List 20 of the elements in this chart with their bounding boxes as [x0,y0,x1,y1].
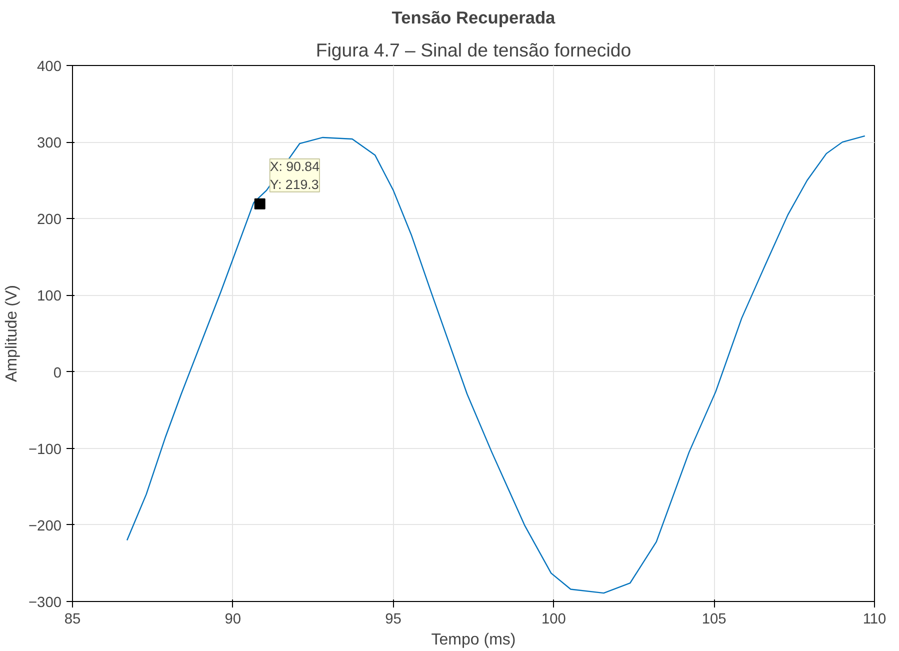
y-tick-label: −300 [28,595,62,611]
x-tick-label: 100 [541,612,566,628]
y-tick-label: 100 [37,288,62,305]
x-tick-label: 95 [385,612,402,628]
line-series [126,135,866,594]
x-tick-label: 105 [702,612,726,628]
x-axis-title: Tempo (ms) [431,632,516,648]
text: Figura 4.7 – Sinal de tensão fornecido [316,40,632,60]
x-tick-label: 110 [862,612,886,628]
y-tick-label: 300 [37,136,62,152]
y-tick-label: 200 [37,212,62,228]
y-tick-label: 0 [53,365,62,382]
chart-title: Tensão Recuperada [392,8,556,28]
y-axis-title: Amplitude (V) [3,285,20,382]
y-tick-label: −100 [28,442,62,458]
y-tick-label: −200 [28,518,62,534]
x-tick-label: 85 [64,612,81,628]
y-tick-label: 400 [37,59,62,75]
x-tick-label: 90 [224,612,242,628]
annotation: X: 90.84 Y: 219.3 [270,158,320,192]
